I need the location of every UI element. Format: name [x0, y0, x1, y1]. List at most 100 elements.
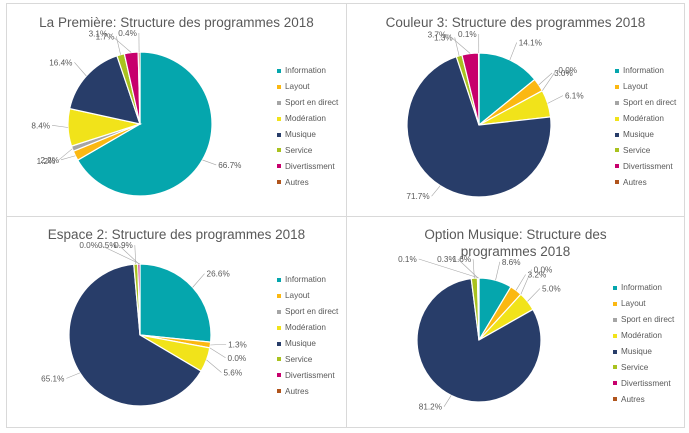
leader-line [206, 359, 222, 373]
leader-line [547, 95, 564, 104]
legend-label: Autres [285, 177, 309, 187]
legend-item-moderation: Modération [277, 111, 338, 127]
data-label-musique: 71.7% [406, 192, 429, 201]
pie-slice-musique [416, 277, 542, 403]
legend-swatch [277, 100, 281, 105]
leader-line [457, 258, 479, 279]
legend-swatch [277, 116, 281, 121]
leader-line [57, 148, 73, 162]
leader-line [431, 185, 441, 197]
data-label-information: 8.6% [502, 258, 521, 267]
data-label-service: 1.7% [96, 32, 115, 41]
leader-line [74, 62, 87, 77]
legend-item-moderation: Modération [277, 320, 338, 336]
legend-label: Sport en direct [621, 315, 675, 325]
legend-label: Autres [621, 394, 645, 404]
legend-swatch [277, 373, 281, 378]
leader-line [542, 69, 557, 91]
chart-title: Option Musique: Structure des programmes… [424, 227, 607, 259]
legend-label: Modération [285, 114, 326, 124]
legend-label: Layout [285, 82, 310, 92]
data-label-autres: 0.1% [458, 30, 477, 39]
legend-swatch [277, 84, 281, 89]
legend-item-autres: Autres [615, 174, 676, 190]
data-label-divertissment: 3.1% [89, 30, 108, 39]
legend-swatch [613, 301, 617, 306]
legend-label: Layout [621, 299, 646, 309]
legend-swatch [615, 132, 619, 137]
legend-label: Musique [623, 130, 654, 139]
legend-item-autres: Autres [613, 391, 674, 407]
legend-swatch [277, 293, 281, 298]
legend-item-divertissment: Divertissment [277, 367, 338, 383]
legend-item-divertissment: Divertissment [615, 158, 676, 174]
pie-slice-information [139, 263, 212, 343]
data-label-service: 0.9% [114, 241, 133, 250]
legend-swatch [613, 333, 617, 338]
legend-label: Musique [285, 339, 316, 348]
legend-item-musique: Musique [277, 127, 338, 143]
data-label-divertissment: 0.3% [437, 255, 456, 264]
leader-line [520, 269, 532, 295]
leader-line [209, 347, 226, 359]
legend-item-divertissment: Divertissment [277, 158, 338, 174]
legend-label: Service [623, 145, 651, 155]
legend-label: Autres [285, 386, 309, 396]
legend-item-autres: Autres [277, 383, 338, 399]
data-label-moderation: 5.6% [223, 368, 242, 377]
legend-label: Sport en direct [285, 98, 339, 108]
leader-line [538, 72, 553, 86]
legend-item-layout: Layout [277, 288, 338, 304]
legend-item-sport-en-direct: Sport en direct [615, 95, 676, 111]
pie-chart: 66.7% 2.2%1.2% 8.4% 16.4% 1.7%3.1% 0.4% [31, 29, 241, 197]
legend-item-musique: Musique [277, 336, 338, 352]
legend-item-layout: Layout [613, 296, 674, 312]
legend-swatch [615, 68, 619, 73]
legend-label: Service [285, 145, 313, 155]
legend-label: Autres [623, 177, 647, 187]
legend-label: Divertissment [285, 370, 335, 380]
legend-swatch [277, 309, 281, 314]
chart-panel-la-premiere: La Première: Structure des programmes 20… [6, 3, 347, 217]
legend-item-sport-en-direct: Sport en direct [277, 95, 338, 111]
legend-label: Service [285, 354, 313, 364]
data-label-information: 26.6% [207, 270, 230, 279]
leader-line [109, 33, 132, 53]
legend-swatch [615, 180, 619, 185]
data-label-divertissment: 3.7% [428, 31, 447, 40]
legend-item-service: Service [615, 142, 676, 158]
legend-item-sport-en-direct: Sport en direct [277, 304, 338, 320]
legend-swatch [277, 68, 281, 73]
legend-item-information: Information [277, 63, 338, 79]
data-label-layout: 3.2% [528, 270, 547, 279]
data-label-service: 1.3% [434, 33, 453, 42]
leader-line [192, 273, 205, 288]
data-label-information: 66.7% [218, 161, 241, 170]
pie-chart: 26.6%1.3%0.0%5.6%65.1%0.9%0.5%0.0% [41, 241, 247, 407]
data-label-autres: 0.4% [118, 29, 137, 38]
chart-title: La Première: Structure des programmes 20… [39, 15, 314, 30]
legend: Information Layout Sport en direct Modérati… [613, 280, 674, 407]
legend-label: Layout [623, 82, 648, 92]
chart-panel-option-musique: Option Musique: Structure des programmes… [346, 216, 685, 428]
legend-label: Musique [285, 130, 316, 139]
leader-line [515, 274, 526, 291]
legend-swatch [613, 317, 617, 322]
legend-swatch [615, 116, 619, 121]
legend-item-moderation: Modération [613, 328, 674, 344]
legend-swatch [277, 164, 281, 169]
pie-chart: 8.6% 3.2%0.0% 5.0% 81.2% 1.6%0.3% 0.1% [398, 255, 561, 412]
data-label-information: 14.1% [519, 38, 542, 47]
legend-swatch [615, 84, 619, 89]
data-label-autres: 0.0% [79, 241, 98, 250]
leader-line [509, 42, 517, 61]
leader-line [202, 159, 217, 166]
data-label-layout: 2.2% [40, 156, 59, 165]
legend-item-musique: Musique [615, 127, 676, 143]
legend-swatch [613, 349, 617, 354]
leader-line [210, 343, 227, 346]
legend-item-layout: Layout [277, 79, 338, 95]
legend-label: Divertissment [623, 161, 673, 171]
leader-line [418, 258, 479, 279]
leader-line [66, 372, 81, 379]
